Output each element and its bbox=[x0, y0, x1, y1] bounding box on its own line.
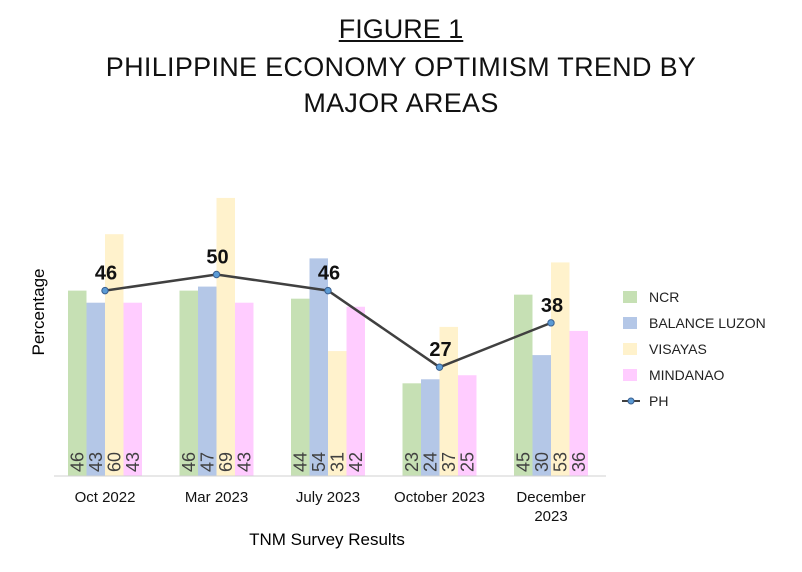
bar-value-label: 69 bbox=[216, 452, 236, 472]
chart-title-line-2: MAJOR AREAS bbox=[303, 88, 499, 118]
bar-ncr-2 bbox=[291, 298, 310, 476]
bar-balance-luzon-0 bbox=[86, 302, 105, 476]
legend-label: PH bbox=[649, 393, 668, 409]
bar-visayas-1 bbox=[216, 197, 235, 476]
bars-layer bbox=[68, 197, 588, 476]
ph-value-label: 46 bbox=[95, 263, 117, 285]
legend-swatch bbox=[623, 369, 637, 381]
x-axis-label: TNM Survey Results bbox=[249, 530, 405, 549]
legend-label: MINDANAO bbox=[649, 367, 725, 383]
bar-ncr-4 bbox=[514, 294, 533, 476]
bar-mindanao-1 bbox=[235, 302, 254, 476]
x-tick-label: Mar 2023 bbox=[185, 489, 248, 506]
legend-label: VISAYAS bbox=[649, 341, 707, 357]
bar-balance-luzon-4 bbox=[532, 355, 551, 476]
bar-ncr-1 bbox=[179, 290, 198, 476]
bar-value-label: 46 bbox=[67, 452, 87, 472]
ph-point bbox=[547, 319, 555, 327]
bar-mindanao-3 bbox=[458, 375, 477, 476]
bar-value-label: 54 bbox=[309, 452, 329, 472]
legend: NCR BALANCE LUZON VISAYAS MINDANAO PH bbox=[622, 289, 766, 409]
bar-value-label: 24 bbox=[420, 452, 440, 472]
bar-value-label: 31 bbox=[327, 452, 347, 472]
x-tick-label: October 2023 bbox=[394, 489, 485, 506]
bar-value-label: 47 bbox=[197, 452, 217, 472]
bar-ncr-3 bbox=[402, 383, 421, 476]
bar-visayas-0 bbox=[105, 234, 124, 476]
bar-value-label: 53 bbox=[550, 452, 570, 472]
x-tick-label: Oct 2022 bbox=[75, 489, 136, 506]
bar-value-label: 36 bbox=[569, 452, 589, 472]
legend-line-marker bbox=[627, 397, 635, 405]
bar-value-label: 45 bbox=[513, 452, 533, 472]
bar-balance-luzon-3 bbox=[421, 379, 440, 476]
bar-value-label: 25 bbox=[457, 452, 477, 472]
legend-label: BALANCE LUZON bbox=[649, 315, 766, 331]
bar-mindanao-2 bbox=[346, 306, 365, 476]
bar-balance-luzon-1 bbox=[198, 286, 217, 476]
ph-value-label: 46 bbox=[318, 263, 340, 285]
bar-visayas-4 bbox=[551, 262, 570, 476]
y-axis-label: Percentage bbox=[29, 269, 48, 356]
ph-value-label: 38 bbox=[541, 295, 563, 317]
legend-label: NCR bbox=[649, 289, 679, 305]
x-tick-label: December bbox=[516, 489, 585, 506]
ph-point bbox=[324, 286, 332, 295]
ph-line-layer: 46 50 46 27 38 bbox=[95, 247, 563, 371]
bar-value-label: 46 bbox=[179, 452, 199, 472]
figure-label: FIGURE 1 bbox=[338, 14, 464, 44]
bar-value-label: 60 bbox=[104, 452, 124, 472]
chart-title-line-1: PHILIPPINE ECONOMY OPTIMISM TREND BY bbox=[105, 52, 697, 82]
ph-point bbox=[101, 286, 109, 295]
bar-value-label: 37 bbox=[439, 452, 459, 472]
bar-visayas-2 bbox=[328, 351, 347, 476]
bar-mindanao-4 bbox=[569, 330, 588, 476]
ph-value-label: 50 bbox=[206, 247, 228, 269]
legend-swatch bbox=[623, 317, 637, 329]
bar-value-label: 43 bbox=[234, 452, 254, 472]
legend-swatch bbox=[623, 343, 637, 355]
bar-value-label: 43 bbox=[123, 452, 143, 472]
legend-swatch bbox=[623, 291, 637, 303]
bar-value-label: 44 bbox=[290, 452, 310, 472]
bar-balance-luzon-2 bbox=[309, 258, 328, 476]
bar-mindanao-0 bbox=[123, 302, 142, 476]
x-tick-labels: Oct 2022 Mar 2023 July 2023 October 2023 Dec… bbox=[75, 489, 586, 525]
ph-point bbox=[435, 363, 444, 371]
ph-value-label: 27 bbox=[429, 339, 451, 361]
ph-point bbox=[212, 270, 221, 279]
x-tick-label: 2023 bbox=[534, 508, 567, 525]
x-tick-label: July 2023 bbox=[296, 489, 360, 506]
bar-ncr-0 bbox=[68, 290, 87, 476]
bar-value-label: 42 bbox=[346, 452, 366, 472]
bar-value-label: 23 bbox=[402, 452, 422, 472]
bar-value-label: 43 bbox=[86, 452, 106, 472]
bar-value-label: 30 bbox=[532, 452, 552, 472]
